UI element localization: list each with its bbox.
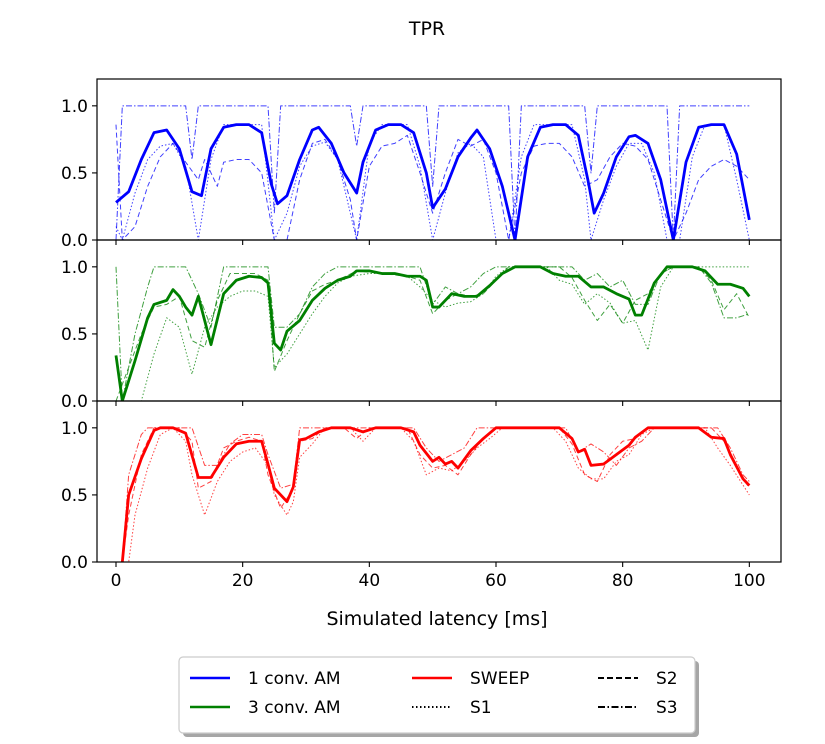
- bottom-series-s2: [121, 427, 750, 562]
- y-tick-label: 0.5: [61, 164, 88, 184]
- series-group: [115, 105, 751, 240]
- y-tick-label: 0.5: [61, 486, 88, 506]
- x-axis-label: Simulated latency [ms]: [326, 608, 547, 630]
- legend: 1 conv. AM 3 conv. AM SWEEP S1 S2 S3: [178, 656, 699, 737]
- bottom-series-s1: [122, 427, 750, 562]
- top-series-s1: [115, 124, 750, 240]
- legend-label: 1 conv. AM: [248, 669, 341, 689]
- figure-title: TPR: [408, 18, 445, 40]
- top-series-1-conv-am: [115, 123, 751, 240]
- series-group: [120, 426, 751, 562]
- x-tick-label: 100: [733, 571, 765, 591]
- y-tick-label: 1.0: [61, 419, 88, 439]
- panel-bottom: 0.0 0.5 1.0 0 20 40 60 80 100: [61, 400, 782, 591]
- legend-item: 1 conv. AM: [190, 669, 341, 689]
- x-tick-label: 60: [485, 571, 507, 591]
- legend-label: S1: [470, 698, 492, 718]
- legend-label: S2: [656, 669, 678, 689]
- middle-series-s1: [116, 266, 750, 401]
- legend-label: S3: [656, 698, 678, 718]
- x-tick-label: 20: [232, 571, 254, 591]
- legend-item: S1: [412, 698, 492, 718]
- legend-label: 3 conv. AM: [248, 698, 341, 718]
- legend-item: S2: [598, 669, 678, 689]
- legend-item: SWEEP: [412, 669, 529, 689]
- legend-item: 3 conv. AM: [190, 698, 341, 718]
- x-tick-label: 80: [612, 571, 634, 591]
- middle-series-s3: [115, 266, 750, 401]
- middle-series-3-conv-am: [114, 265, 751, 401]
- y-tick-label: 0.0: [61, 392, 88, 412]
- y-tick-label: 0.5: [61, 325, 88, 345]
- y-tick-label: 1.0: [61, 258, 88, 278]
- top-series-s2: [115, 124, 750, 240]
- legend-box: [178, 656, 696, 734]
- axes-frame: [96, 400, 782, 563]
- legend-item: S3: [598, 698, 678, 718]
- axes-frame: [96, 239, 782, 402]
- middle-series-s2: [115, 266, 750, 401]
- panel-top: 0.0 0.5 1.0: [61, 78, 782, 251]
- x-tick-label: 40: [359, 571, 381, 591]
- panel-middle: 0.0 0.5 1.0: [61, 239, 782, 412]
- x-tick-label: 0: [111, 571, 122, 591]
- y-tick-label: 1.0: [61, 97, 88, 117]
- top-series-s3: [115, 105, 750, 240]
- bottom-series-sweep: [120, 426, 751, 562]
- series-group: [114, 265, 751, 401]
- legend-label: SWEEP: [470, 669, 529, 689]
- bottom-series-s3: [121, 427, 750, 562]
- y-tick-label: 0.0: [61, 553, 88, 573]
- y-tick-label: 0.0: [61, 231, 88, 251]
